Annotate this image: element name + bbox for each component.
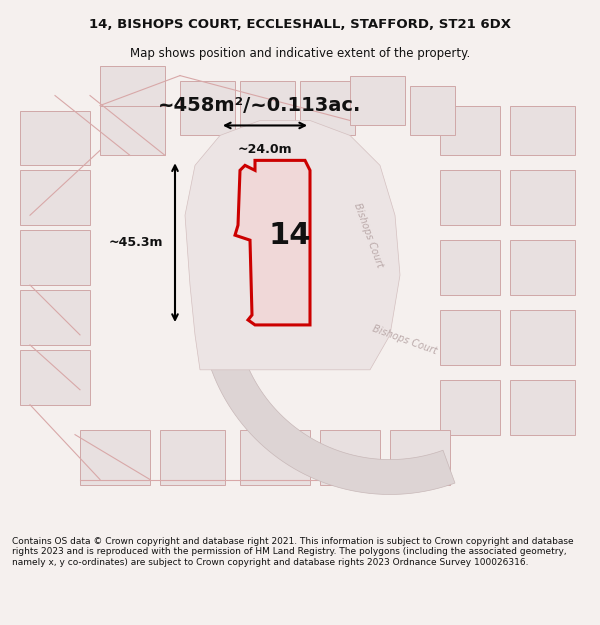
Polygon shape: [185, 121, 400, 370]
Polygon shape: [440, 171, 500, 225]
Polygon shape: [440, 310, 500, 365]
Polygon shape: [510, 310, 575, 365]
Polygon shape: [240, 429, 310, 484]
Polygon shape: [235, 161, 310, 325]
Polygon shape: [510, 106, 575, 156]
Text: 14: 14: [269, 221, 311, 249]
Polygon shape: [350, 76, 405, 126]
Polygon shape: [20, 230, 90, 285]
Polygon shape: [180, 81, 235, 136]
Polygon shape: [20, 171, 90, 225]
Text: ~458m²/~0.113ac.: ~458m²/~0.113ac.: [158, 96, 362, 114]
Text: Bishops Court: Bishops Court: [371, 324, 439, 356]
Polygon shape: [410, 86, 455, 136]
Text: 14, BISHOPS COURT, ECCLESHALL, STAFFORD, ST21 6DX: 14, BISHOPS COURT, ECCLESHALL, STAFFORD,…: [89, 18, 511, 31]
Text: ~45.3m: ~45.3m: [109, 236, 163, 249]
Polygon shape: [240, 81, 295, 136]
Polygon shape: [160, 429, 225, 484]
Text: Map shows position and indicative extent of the property.: Map shows position and indicative extent…: [130, 48, 470, 60]
Polygon shape: [510, 240, 575, 295]
Polygon shape: [320, 429, 380, 484]
Polygon shape: [100, 66, 165, 106]
Polygon shape: [200, 305, 455, 494]
Polygon shape: [100, 101, 165, 156]
Polygon shape: [20, 290, 90, 345]
Polygon shape: [510, 380, 575, 434]
Polygon shape: [20, 350, 90, 405]
Polygon shape: [440, 106, 500, 156]
Text: ~24.0m: ~24.0m: [238, 143, 292, 156]
Polygon shape: [300, 81, 355, 136]
Polygon shape: [390, 429, 450, 484]
Text: Bishops Court: Bishops Court: [352, 201, 385, 269]
Polygon shape: [440, 240, 500, 295]
Polygon shape: [80, 429, 150, 484]
Polygon shape: [440, 380, 500, 434]
Polygon shape: [510, 171, 575, 225]
Polygon shape: [20, 111, 90, 166]
Text: Contains OS data © Crown copyright and database right 2021. This information is : Contains OS data © Crown copyright and d…: [12, 537, 574, 567]
